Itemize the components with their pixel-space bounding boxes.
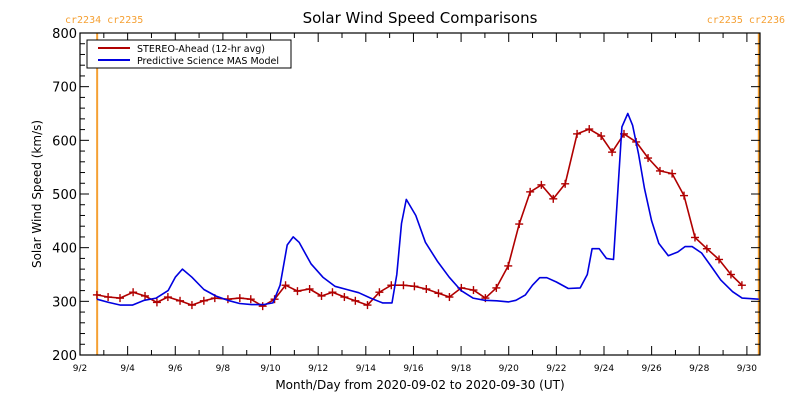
data-point xyxy=(351,296,360,305)
y-tick-label: 700 xyxy=(52,81,77,96)
x-tick-label: 9/10 xyxy=(260,364,280,374)
data-point xyxy=(116,294,125,303)
data-point xyxy=(328,288,337,297)
data-point xyxy=(504,261,513,270)
data-point xyxy=(340,293,349,302)
x-tick-label: 9/28 xyxy=(689,364,709,374)
x-tick-label: 9/6 xyxy=(168,364,183,374)
carrington-label-right: cr2235 cr2236 xyxy=(707,15,785,26)
series-mas-model xyxy=(96,112,759,306)
data-point xyxy=(526,187,535,196)
data-point xyxy=(363,301,372,310)
y-tick-label: 500 xyxy=(52,188,77,203)
x-tick-label: 9/4 xyxy=(120,364,135,374)
data-point xyxy=(680,191,689,200)
x-tick-labels: 9/2 9/4 9/6 9/8 9/10 9/12 9/14 9/16 9/18 9/20 9/22… xyxy=(73,364,758,374)
y-tick-label: 600 xyxy=(52,134,77,149)
data-point xyxy=(715,255,724,264)
data-point xyxy=(515,220,524,229)
data-point xyxy=(92,290,101,299)
legend-label-stereo: STEREO-Ahead (12-hr avg) xyxy=(137,44,265,55)
data-point xyxy=(199,296,208,305)
x-axis-label: Month/Day from 2020-09-02 to 2020-09-30 … xyxy=(275,378,564,392)
data-point xyxy=(152,298,161,307)
data-point xyxy=(387,281,396,290)
data-point xyxy=(410,282,419,291)
y-tick-label: 200 xyxy=(52,349,77,364)
data-point xyxy=(187,301,196,310)
data-point xyxy=(537,180,546,189)
series-line xyxy=(96,112,759,306)
series-stereo-ahead xyxy=(92,125,746,311)
x-tick-label: 9/20 xyxy=(499,364,519,374)
y-tick-labels: 200 300 400 500 600 700 800 xyxy=(52,27,77,364)
data-point xyxy=(726,270,735,279)
data-point xyxy=(281,281,290,290)
data-point xyxy=(561,179,570,188)
data-point xyxy=(246,295,255,304)
data-point xyxy=(104,293,113,302)
data-point xyxy=(655,166,664,175)
data-point xyxy=(573,129,582,138)
data-point xyxy=(445,293,454,302)
x-tick-label: 9/22 xyxy=(546,364,566,374)
data-point xyxy=(690,233,699,242)
legend-box xyxy=(86,39,292,69)
carrington-marker-lines xyxy=(96,33,760,355)
x-tick-label: 9/2 xyxy=(73,364,87,374)
data-point xyxy=(469,286,478,295)
x-tick-label: 9/8 xyxy=(216,364,231,374)
carrington-label-left: cr2234 cr2235 xyxy=(65,15,143,26)
data-point xyxy=(597,132,606,141)
data-point xyxy=(549,194,558,203)
legend-label-mas: Predictive Science MAS Model xyxy=(137,56,279,67)
plot-frame xyxy=(79,32,761,356)
x-tick-label: 9/30 xyxy=(737,364,757,374)
y-tick-label: 400 xyxy=(52,242,77,257)
data-point xyxy=(176,296,185,305)
data-point xyxy=(668,169,677,178)
y-tick-label: 300 xyxy=(52,295,77,310)
data-point xyxy=(737,281,746,290)
data-point xyxy=(258,302,267,311)
axis-ticks xyxy=(79,32,760,356)
data-point xyxy=(644,154,653,163)
y-tick-label: 800 xyxy=(52,27,77,42)
legend: STEREO-Ahead (12-hr avg) Predictive Scie… xyxy=(86,39,292,69)
x-tick-label: 9/24 xyxy=(594,364,614,374)
data-point xyxy=(399,281,408,290)
data-point xyxy=(129,288,138,297)
data-point xyxy=(305,284,314,293)
x-tick-label: 9/18 xyxy=(451,364,471,374)
data-point xyxy=(317,291,326,300)
data-point xyxy=(422,284,431,293)
data-point xyxy=(492,283,501,292)
x-tick-label: 9/14 xyxy=(356,364,376,374)
data-point xyxy=(141,291,150,300)
data-point xyxy=(375,288,384,297)
data-point xyxy=(163,293,172,302)
x-tick-label: 9/26 xyxy=(642,364,662,374)
x-tick-label: 9/16 xyxy=(403,364,423,374)
y-axis-label: Solar Wind Speed (km/s) xyxy=(30,120,44,268)
data-point xyxy=(434,289,443,298)
data-point xyxy=(293,287,302,296)
data-point xyxy=(702,244,711,253)
data-point xyxy=(235,294,244,303)
chart-title: Solar Wind Speed Comparisons xyxy=(303,9,538,27)
series-layer xyxy=(92,112,759,311)
x-tick-label: 9/12 xyxy=(308,364,328,374)
data-point xyxy=(608,148,617,157)
data-point xyxy=(585,125,594,134)
